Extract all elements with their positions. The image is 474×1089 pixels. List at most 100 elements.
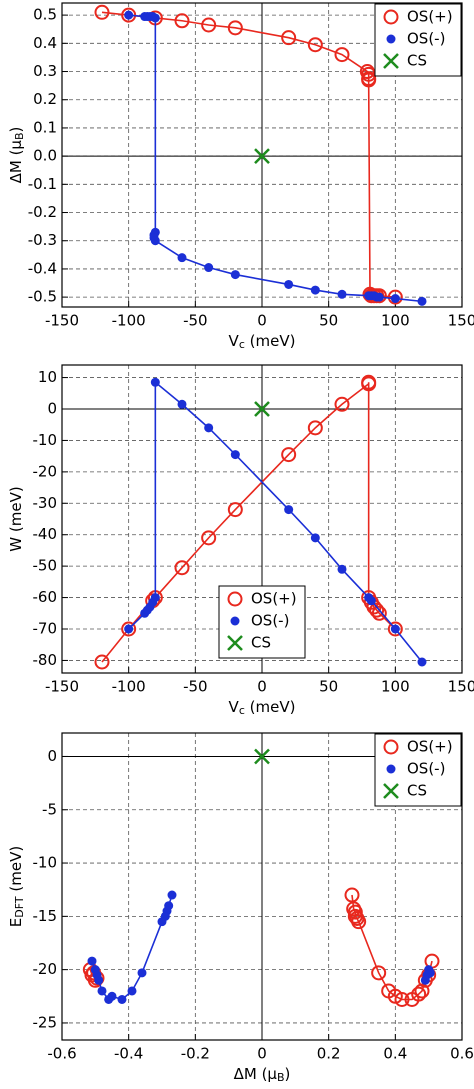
y-tick-label: -0.5 (28, 288, 57, 306)
y-tick-label: -70 (33, 620, 58, 638)
legend-marker (227, 591, 243, 607)
y-tick-label: -0.2 (28, 203, 57, 221)
marker (310, 285, 320, 295)
marker (361, 374, 377, 390)
x-tick-label: -150 (45, 312, 79, 330)
marker (97, 986, 107, 996)
x-tick-label: 50 (319, 678, 338, 696)
marker (117, 994, 127, 1004)
marker (390, 624, 400, 634)
marker (204, 263, 214, 273)
marker (337, 289, 347, 299)
y-tick-label: 10 (38, 368, 57, 386)
marker (150, 377, 160, 387)
legend-marker (227, 635, 243, 651)
y-tick-label: -0.1 (28, 175, 57, 193)
legend-marker (386, 764, 396, 774)
marker (417, 296, 427, 306)
marker (201, 17, 217, 33)
y-tick-label: 0.1 (33, 118, 57, 136)
y-tick-label: 0.3 (33, 62, 57, 80)
x-tick-label: -50 (183, 312, 208, 330)
marker (150, 13, 160, 23)
legend: OS(+) OS(-) CS (374, 733, 462, 807)
series-line (89, 894, 433, 1001)
x-tick-label: -50 (183, 678, 208, 696)
legend-marker (383, 9, 399, 25)
marker (414, 983, 430, 999)
legend-label: OS(-) (251, 612, 289, 630)
plot-frame (61, 732, 463, 1041)
y-tick-label: 0.0 (33, 147, 57, 165)
x-tick-label: 150 (448, 312, 474, 330)
marker (334, 396, 350, 412)
marker (254, 401, 270, 417)
marker (137, 968, 147, 978)
x-tick-label: 0 (257, 678, 267, 696)
marker (227, 20, 243, 36)
y-tick-label: -25 (33, 1013, 58, 1031)
y-axis-label: EDFT (meV) (7, 846, 27, 927)
marker (94, 654, 110, 670)
series-line (101, 11, 396, 298)
x-axis-label-part: c (239, 338, 245, 351)
marker (361, 72, 377, 88)
x-tick-label: -0.4 (114, 1045, 143, 1063)
marker (94, 4, 110, 20)
marker (174, 560, 190, 576)
y-axis-label-part: (meV) (7, 846, 25, 897)
panel: -150 -100 -50 0 50 100 150100-10-20-30-40-50-6… (7, 364, 474, 717)
y-tick-label: -10 (33, 431, 58, 449)
marker (425, 968, 435, 978)
x-tick-label: 0.6 (450, 1045, 474, 1063)
marker (281, 447, 297, 463)
y-tick-label: -80 (33, 651, 58, 669)
marker (204, 423, 214, 433)
y-axis-label: W (meV) (7, 486, 25, 551)
x-axis-label-part: ΔM (μ (234, 1065, 278, 1083)
marker (284, 279, 294, 289)
legend-label: OS(+) (407, 8, 453, 26)
y-tick-label: -0.3 (28, 231, 57, 249)
x-tick-label: -100 (112, 312, 146, 330)
x-tick-label: 0 (257, 1045, 267, 1063)
marker (227, 502, 243, 518)
marker (366, 596, 376, 606)
y-tick-label: -60 (33, 588, 58, 606)
x-tick-label: 50 (319, 312, 338, 330)
y-axis-label-part: ) (7, 127, 25, 133)
y-tick-label: -50 (33, 557, 58, 575)
x-axis-label-part: B (277, 1071, 285, 1084)
marker (347, 904, 363, 920)
x-tick-label: 0.4 (383, 1045, 407, 1063)
y-axis-label-part: DFT (13, 896, 26, 918)
y-axis-label-part: E (7, 918, 25, 927)
x-tick-label: -0.2 (181, 1045, 210, 1063)
x-axis-label-part: (meV) (245, 332, 296, 350)
x-axis-label: Vc (meV) (229, 332, 296, 352)
plot-frame (61, 364, 463, 674)
x-tick-label: 100 (381, 678, 410, 696)
x-axis-label-part: (meV) (245, 698, 296, 716)
legend-label: CS (407, 782, 427, 800)
marker (177, 253, 187, 263)
legend-label: CS (407, 52, 427, 70)
legend-marker (383, 53, 399, 69)
legend-marker (230, 616, 240, 626)
y-tick-label: -40 (33, 525, 58, 543)
y-tick-label: 0.4 (33, 34, 57, 52)
plot-frame (61, 2, 463, 308)
marker (411, 986, 427, 1002)
marker (281, 30, 297, 46)
y-tick-label: -5 (42, 800, 57, 818)
legend: OS(+) OS(-) CS (218, 585, 306, 659)
series-line (91, 894, 432, 1001)
marker (167, 890, 177, 900)
legend: OS(+) OS(-) CS (374, 3, 462, 77)
marker (344, 887, 360, 903)
x-axis-label: ΔM (μB) (234, 1065, 291, 1085)
x-tick-label: 100 (381, 312, 410, 330)
y-tick-label: -30 (33, 494, 58, 512)
x-tick-label: -150 (45, 678, 79, 696)
